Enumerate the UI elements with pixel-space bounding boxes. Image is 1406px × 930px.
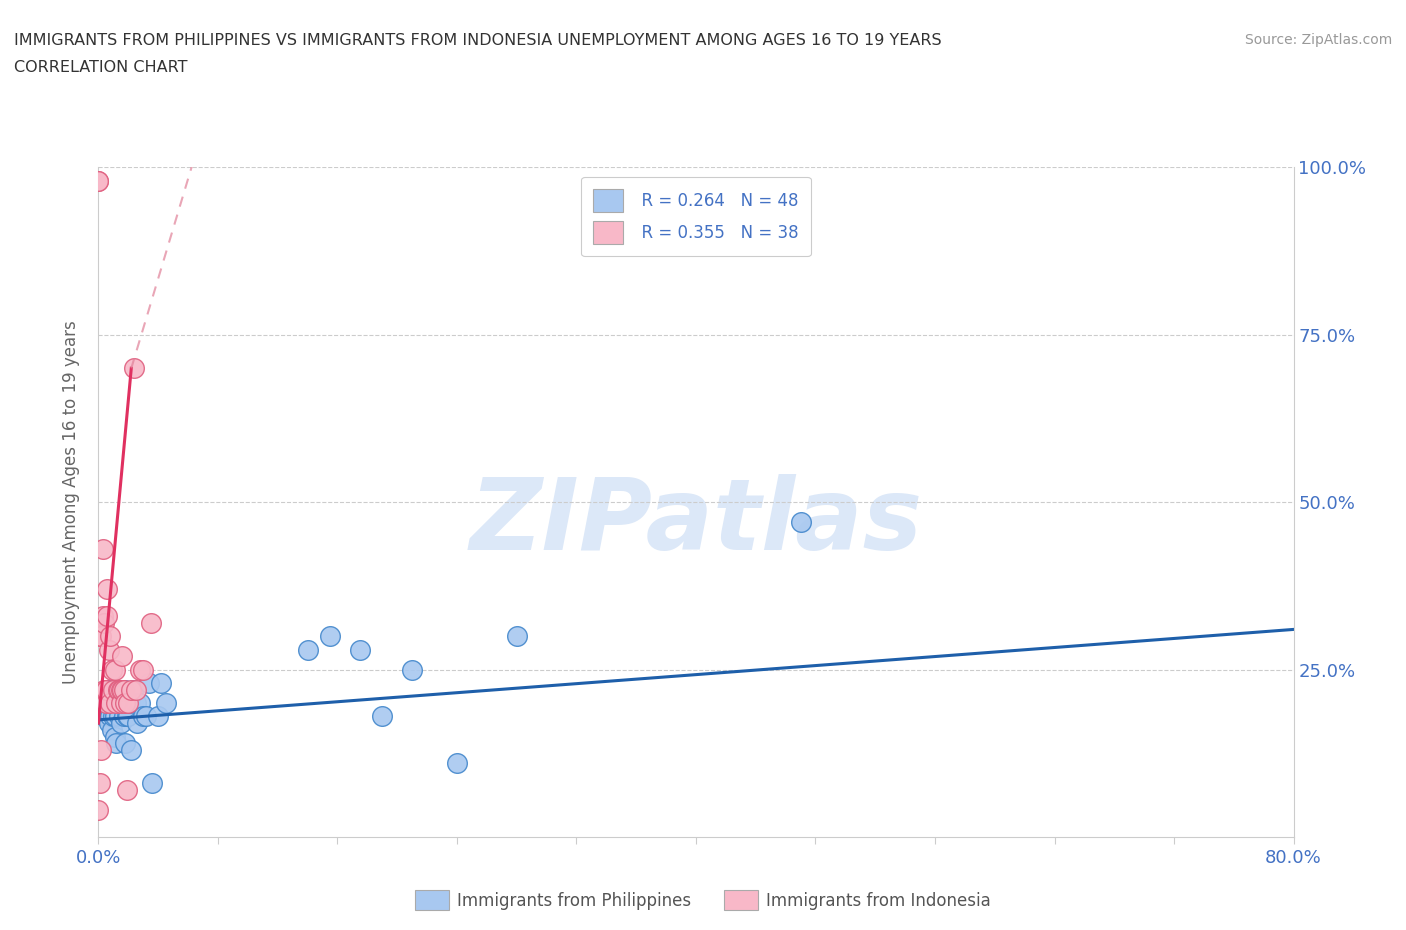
Point (115, 709, 138, 724)
Point (93, 709, 115, 724)
Point (91, 541, 114, 556)
Point (97, 683, 120, 698)
Point (110, 716, 132, 731)
Point (100, 629, 122, 644)
Point (97, 716, 120, 731)
Point (91, 696, 114, 711)
Point (87, 803, 110, 817)
Point (100, 696, 122, 711)
Point (135, 709, 157, 724)
Point (103, 709, 125, 724)
Point (118, 696, 141, 711)
Point (121, 683, 143, 698)
Point (96, 582, 118, 597)
Point (96, 608, 118, 623)
Point (108, 709, 131, 724)
Text: CORRELATION CHART: CORRELATION CHART (14, 60, 187, 75)
Text: IMMIGRANTS FROM PHILIPPINES VS IMMIGRANTS FROM INDONESIA UNEMPLOYMENT AMONG AGES: IMMIGRANTS FROM PHILIPPINES VS IMMIGRANT… (14, 33, 942, 47)
Point (111, 649, 134, 664)
Point (105, 683, 128, 698)
Point (91, 608, 114, 623)
Point (110, 683, 132, 698)
Point (90, 629, 112, 644)
Point (101, 696, 124, 711)
Point (155, 696, 177, 711)
Point (371, 709, 394, 724)
Point (104, 709, 127, 724)
Point (90, 742, 112, 757)
Point (112, 709, 135, 724)
Point (87, 173, 110, 188)
Point (349, 642, 371, 657)
Point (319, 629, 342, 644)
Point (107, 683, 129, 698)
Point (111, 696, 134, 711)
Point (97, 642, 120, 657)
Point (87, 173, 110, 188)
Y-axis label: Unemployment Among Ages 16 to 19 years: Unemployment Among Ages 16 to 19 years (62, 320, 80, 684)
Point (103, 683, 125, 698)
Point (401, 662, 423, 677)
Point (150, 675, 173, 690)
Point (100, 689, 122, 704)
Point (114, 736, 136, 751)
Point (103, 683, 125, 698)
Point (124, 361, 146, 376)
Point (139, 616, 162, 631)
Point (129, 696, 152, 711)
Point (141, 776, 163, 790)
Point (120, 742, 142, 757)
Point (112, 683, 135, 698)
Point (117, 709, 139, 724)
Legend: Immigrants from Philippines, Immigrants from Indonesia: Immigrants from Philippines, Immigrants … (409, 884, 997, 917)
Point (94, 696, 117, 711)
Point (110, 683, 132, 698)
Point (108, 683, 131, 698)
Point (111, 683, 134, 698)
Point (120, 683, 142, 698)
Point (108, 696, 131, 711)
Point (125, 683, 148, 698)
Point (506, 629, 529, 644)
Point (94, 709, 117, 724)
Point (94, 683, 117, 698)
Point (446, 756, 468, 771)
Point (105, 736, 128, 751)
Point (132, 662, 155, 677)
Point (101, 723, 124, 737)
Point (132, 709, 155, 724)
Point (101, 662, 124, 677)
Point (117, 696, 139, 711)
Text: Source: ZipAtlas.com: Source: ZipAtlas.com (1244, 33, 1392, 46)
Point (100, 709, 122, 724)
Point (104, 662, 127, 677)
Point (115, 783, 138, 798)
Point (148, 709, 170, 724)
Point (107, 696, 129, 711)
Point (104, 729, 127, 744)
Point (127, 716, 149, 731)
Point (138, 675, 160, 690)
Legend:   R = 0.264   N = 48,   R = 0.355   N = 38: R = 0.264 N = 48, R = 0.355 N = 38 (581, 177, 811, 256)
Point (93, 683, 115, 698)
Point (89, 776, 111, 790)
Point (129, 662, 152, 677)
Point (114, 696, 136, 711)
Point (125, 696, 148, 711)
Point (96, 696, 118, 711)
Point (114, 683, 136, 698)
Point (789, 515, 811, 530)
Point (89, 629, 111, 644)
Point (297, 642, 319, 657)
Point (93, 616, 115, 631)
Point (105, 696, 128, 711)
Point (110, 696, 132, 711)
Text: ZIPatlas: ZIPatlas (470, 473, 922, 571)
